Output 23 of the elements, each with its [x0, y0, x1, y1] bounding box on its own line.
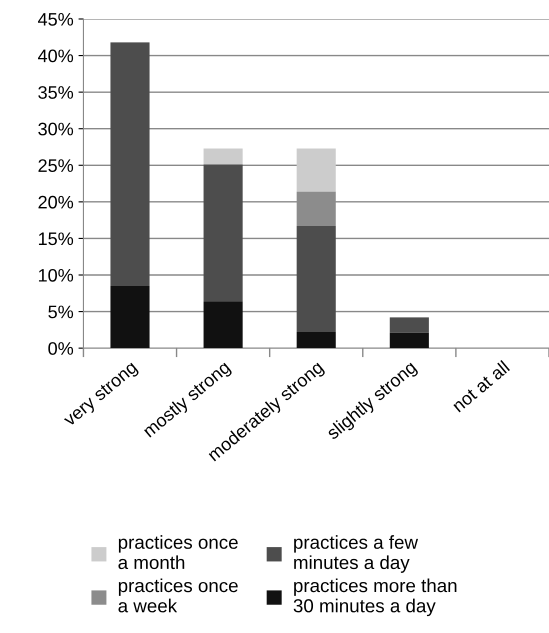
y-tick-label: 15% — [38, 232, 74, 246]
x-tick-label: not at all — [451, 360, 510, 413]
bar — [390, 332, 429, 348]
bar — [296, 148, 336, 192]
y-tick-label: 20% — [38, 196, 74, 209]
y-tick-label: 45% — [38, 13, 74, 26]
y-tick-label: 0% — [48, 342, 74, 355]
legend-label: practices more than 30 minutes a day — [294, 578, 456, 616]
y-tick-label: 25% — [38, 159, 74, 172]
bar — [296, 332, 336, 348]
y-tick-label: 5% — [48, 306, 74, 318]
y-tick-label: 10% — [38, 268, 74, 282]
bar — [110, 42, 150, 286]
bar — [204, 301, 243, 348]
y-tick-label: 40% — [38, 50, 74, 62]
bar — [204, 148, 243, 165]
y-tick-label: 30% — [38, 122, 74, 136]
bar — [296, 226, 336, 332]
y-tick-label: 35% — [38, 86, 74, 99]
legend-label: practices once a week — [118, 578, 238, 612]
bar — [204, 164, 243, 302]
bar — [390, 317, 429, 333]
bar — [110, 286, 150, 348]
